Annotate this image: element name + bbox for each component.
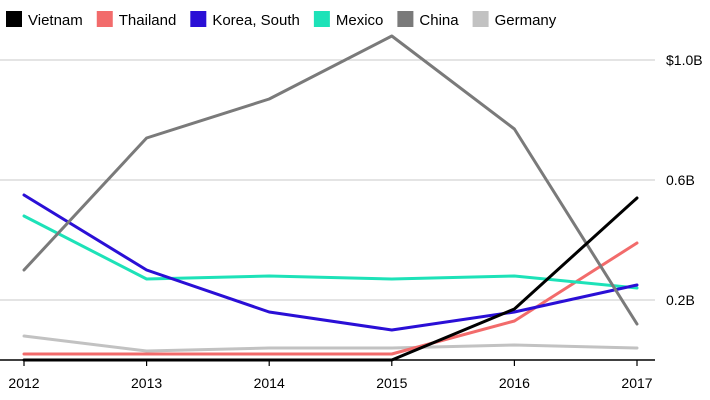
legend-item-germany: Germany [472,11,557,29]
legend-swatch-vietnam [6,11,22,27]
y-axis-ticks: 0.2B 0.6B $1.0B [666,52,703,308]
legend-swatch-china [397,11,414,27]
y-tick-label-0-2b: 0.2B [666,292,695,308]
legend-label-korea-south: Korea, South [212,12,300,29]
legend-label-germany: Germany [495,12,557,29]
x-tick-label-2012: 2012 [8,375,39,391]
x-tick-label-2017: 2017 [621,375,652,391]
legend-item-vietnam: Vietnam [6,11,83,29]
x-tick-label-2014: 2014 [254,375,285,391]
legend-swatch-korea-south [190,11,207,27]
x-tick-label-2016: 2016 [499,375,530,391]
legend-item-korea-south: Korea, South [190,11,300,29]
series-line-mexico [22,214,639,290]
legend: Vietnam Thailand Korea, South Mexico China Ge… [6,11,557,29]
legend-swatch-mexico [313,11,330,27]
series-line-china [22,34,639,326]
series-line-germany [22,334,639,353]
legend-label-china: China [419,12,459,29]
legend-item-china: China [397,11,459,29]
legend-label-vietnam: Vietnam [28,12,83,29]
x-tick-label-2015: 2015 [376,375,407,391]
legend-label-mexico: Mexico [336,12,384,29]
series-line-korea-south [22,193,639,332]
series-line-vietnam [22,196,639,362]
legend-label-thailand: Thailand [119,12,177,29]
series-lines [22,34,639,362]
series-line-thailand [22,241,639,356]
y-tick-label-0-6b: 0.6B [666,172,695,188]
legend-swatch-thailand [96,11,113,27]
y-tick-label-1-0b: $1.0B [666,52,703,68]
x-tick-label-2013: 2013 [131,375,162,391]
legend-swatch-germany [472,11,489,27]
gridlines [0,59,655,301]
x-axis: 2012 2013 2014 2015 2016 2017 [0,359,655,391]
legend-item-thailand: Thailand [96,11,177,29]
legend-item-mexico: Mexico [313,11,384,29]
